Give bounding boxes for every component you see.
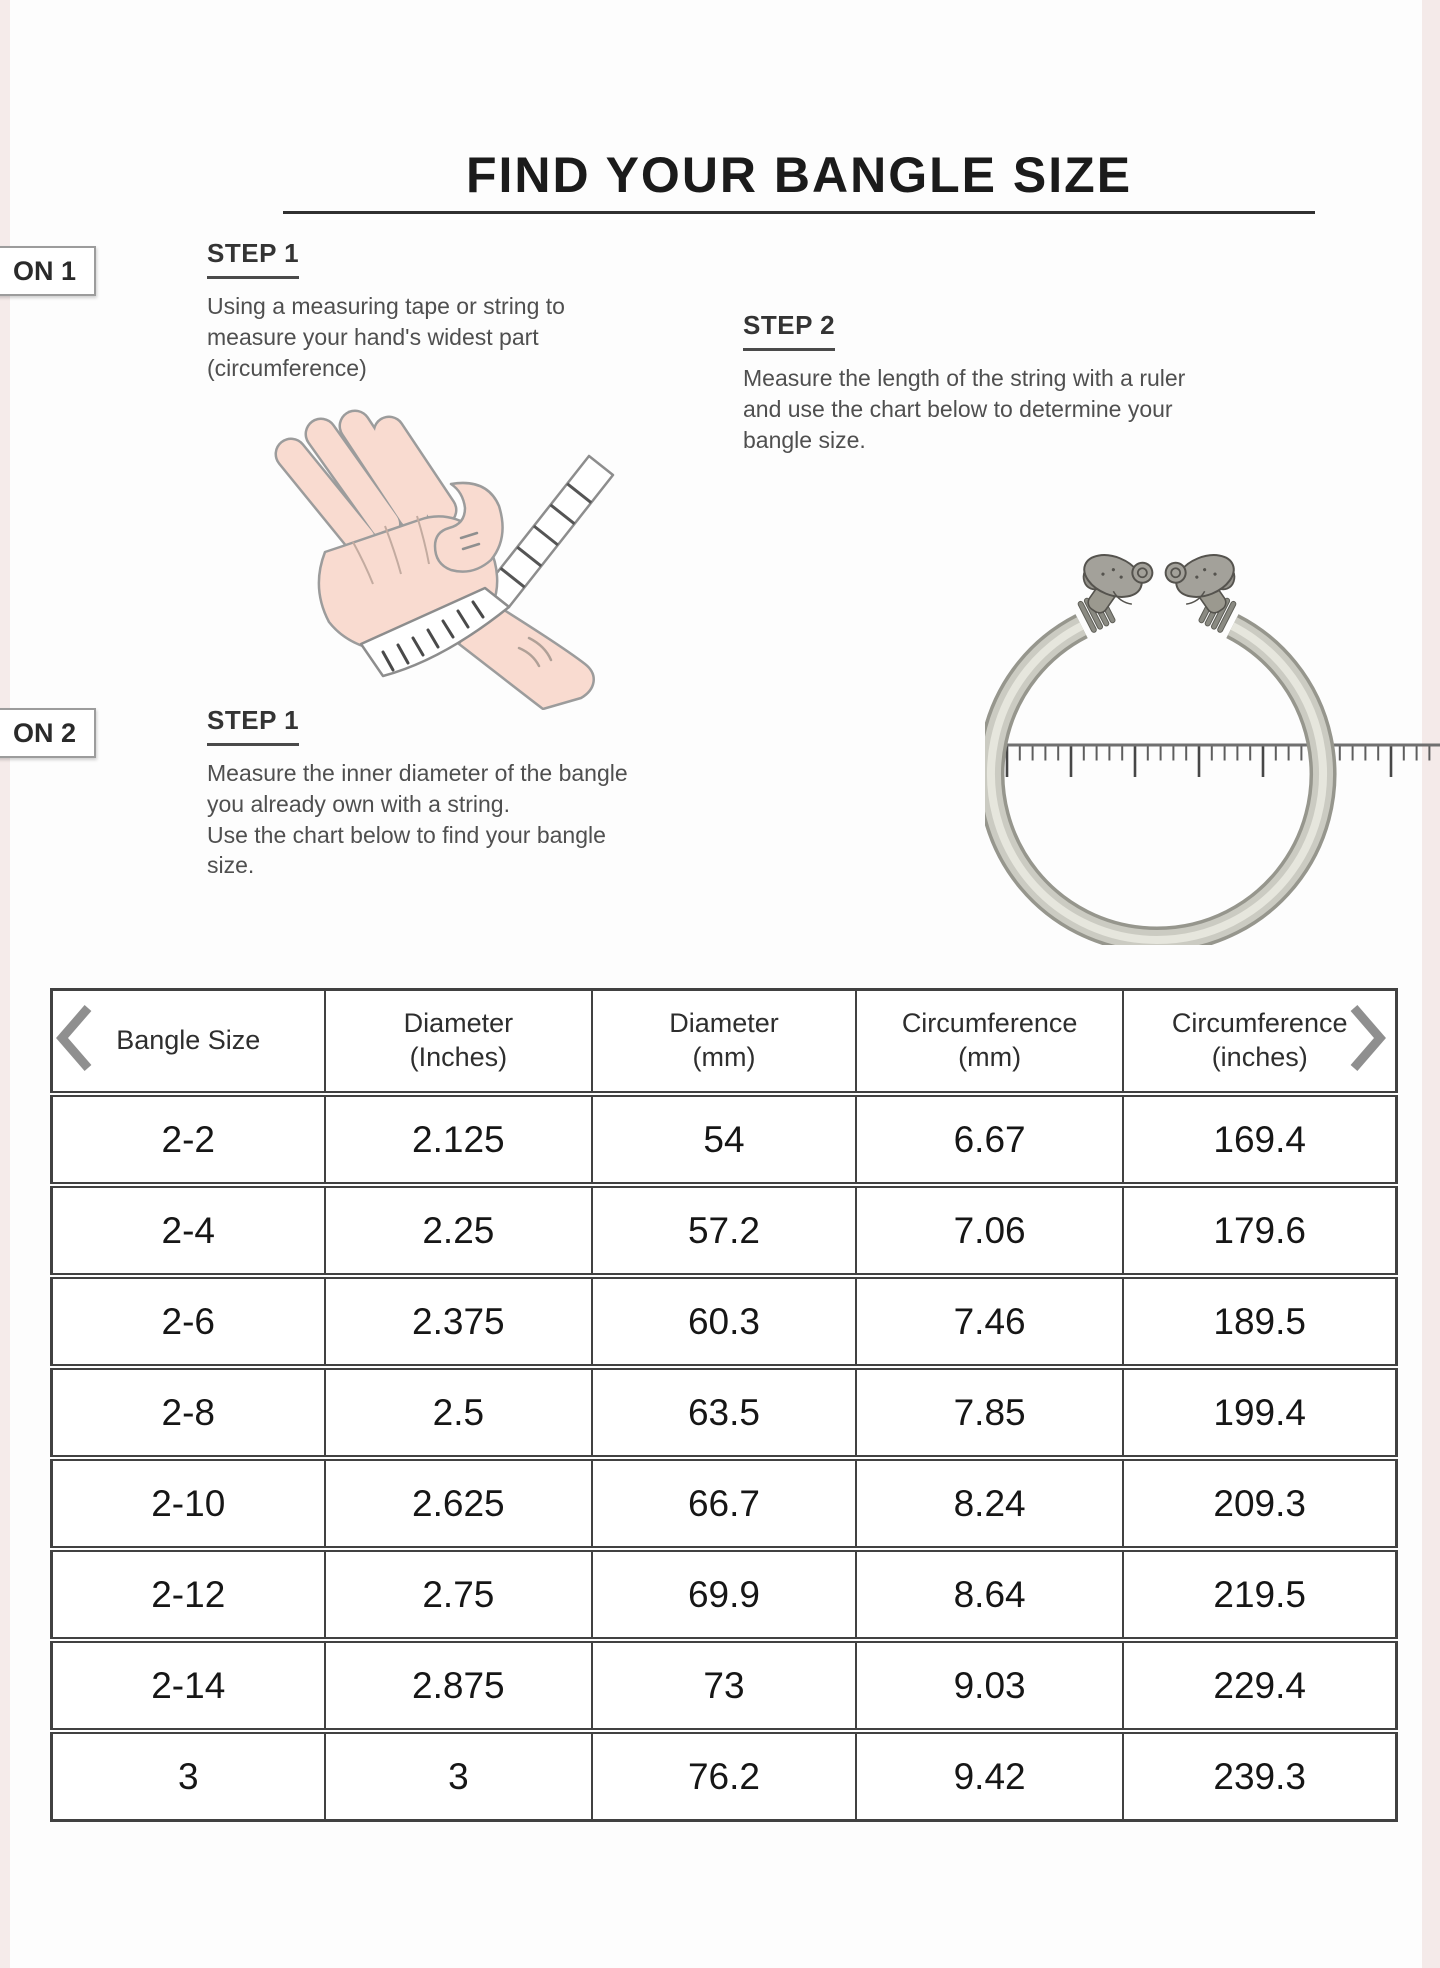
table-cell: 66.7 xyxy=(591,1455,857,1549)
table-cell: 63.5 xyxy=(591,1364,857,1458)
chevron-right-icon[interactable] xyxy=(1346,1002,1390,1074)
option1-step1-section: STEP 1 Using a measuring tape or string … xyxy=(207,238,599,383)
chevron-left-icon[interactable] xyxy=(52,1002,96,1074)
table-row: 3 3 76.2 9.42 239.3 xyxy=(50,1728,1398,1821)
table-cell: 60.3 xyxy=(591,1273,857,1367)
table-cell: 2.75 xyxy=(323,1546,594,1640)
table-cell: 8.64 xyxy=(854,1546,1125,1640)
table-row: 2-12 2.75 69.9 8.64 219.5 xyxy=(50,1546,1398,1640)
table-cell: 229.4 xyxy=(1122,1637,1398,1731)
table-row: 2-8 2.5 63.5 7.85 199.4 xyxy=(50,1364,1398,1458)
column-header: Bangle Size xyxy=(50,989,326,1097)
size-chart-header: Bangle Size Diameter (Inches) Diameter (mm) C… xyxy=(50,989,1398,1097)
table-cell: 2.125 xyxy=(323,1091,594,1185)
header-row: Bangle Size Diameter (Inches) Diameter (mm) C… xyxy=(50,989,1398,1097)
option1-step2-heading: STEP 2 xyxy=(743,310,836,351)
table-cell: 2-14 xyxy=(50,1637,326,1731)
table-cell: 9.42 xyxy=(854,1728,1125,1821)
table-cell: 9.03 xyxy=(854,1637,1125,1731)
table-row: 2-10 2.625 66.7 8.24 209.3 xyxy=(50,1455,1398,1549)
table-cell: 69.9 xyxy=(591,1546,857,1640)
table-cell: 2-4 xyxy=(50,1182,326,1276)
option2-step1-heading: STEP 1 xyxy=(207,705,300,746)
column-header: Circumference (inches) xyxy=(1122,989,1398,1097)
bangle-on-ruler-icon xyxy=(985,554,1440,945)
option-2-badge: ON 2 xyxy=(0,708,96,758)
option2-step1-section: STEP 1 Measure the inner diameter of the… xyxy=(207,705,652,881)
page-title: FIND YOUR BANGLE SIZE xyxy=(465,147,1133,203)
table-cell: 76.2 xyxy=(591,1728,857,1821)
column-header: Diameter (Inches) xyxy=(323,989,594,1097)
table-cell: 179.6 xyxy=(1122,1182,1398,1276)
table-cell: 2-10 xyxy=(50,1455,326,1549)
table-cell: 7.85 xyxy=(854,1364,1125,1458)
table-row: 2-14 2.875 73 9.03 229.4 xyxy=(50,1637,1398,1731)
table-cell: 57.2 xyxy=(591,1182,857,1276)
table-cell: 239.3 xyxy=(1122,1728,1398,1821)
option-2-badge-label: ON 2 xyxy=(12,717,76,748)
option-1-badge-label: ON 1 xyxy=(12,255,76,286)
table-cell: 169.4 xyxy=(1122,1091,1398,1185)
table-cell: 2.25 xyxy=(323,1182,594,1276)
table-cell: 7.46 xyxy=(854,1273,1125,1367)
table-cell: 2.875 xyxy=(323,1637,594,1731)
table-cell: 2.5 xyxy=(323,1364,594,1458)
option1-step1-heading: STEP 1 xyxy=(207,238,300,279)
table-cell: 8.24 xyxy=(854,1455,1125,1549)
size-chart-body: 2-2 2.125 54 6.67 169.4 2-4 2.25 57.2 7.06 179.6 2… xyxy=(50,1091,1398,1821)
table-cell: 189.5 xyxy=(1122,1273,1398,1367)
title-underline xyxy=(283,211,1315,214)
table-cell: 2-6 xyxy=(50,1273,326,1367)
hand-measuring-tape-icon xyxy=(274,409,615,710)
table-cell: 2-8 xyxy=(50,1364,326,1458)
table-cell: 2-12 xyxy=(50,1546,326,1640)
column-header: Circumference (mm) xyxy=(854,989,1125,1097)
table-cell: 73 xyxy=(591,1637,857,1731)
table-row: 2-6 2.375 60.3 7.46 189.5 xyxy=(50,1273,1398,1367)
option1-step2-section: STEP 2 Measure the length of the string … xyxy=(743,310,1221,455)
table-cell: 199.4 xyxy=(1122,1364,1398,1458)
table-cell: 209.3 xyxy=(1122,1455,1398,1549)
table-cell: 2.375 xyxy=(323,1273,594,1367)
table-row: 2-2 2.125 54 6.67 169.4 xyxy=(50,1091,1398,1185)
option1-step1-text: Using a measuring tape or string to meas… xyxy=(207,293,565,381)
option1-step2-text: Measure the length of the string with a … xyxy=(743,365,1186,453)
table-cell: 219.5 xyxy=(1122,1546,1398,1640)
table-cell: 2.625 xyxy=(323,1455,594,1549)
size-chart-table: Bangle Size Diameter (Inches) Diameter (mm) C… xyxy=(50,988,1398,1822)
option-1-badge: ON 1 xyxy=(0,246,96,296)
page-edge-left xyxy=(0,0,10,1968)
table-cell: 2-2 xyxy=(50,1091,326,1185)
table-cell: 6.67 xyxy=(854,1091,1125,1185)
table-cell: 3 xyxy=(323,1728,594,1821)
column-header: Diameter (mm) xyxy=(591,989,857,1097)
table-cell: 7.06 xyxy=(854,1182,1125,1276)
table-row: 2-4 2.25 57.2 7.06 179.6 xyxy=(50,1182,1398,1276)
table-cell: 54 xyxy=(591,1091,857,1185)
table-cell: 3 xyxy=(50,1728,326,1821)
option2-step1-text: Measure the inner diameter of the bangle… xyxy=(207,760,628,879)
page-edge-right xyxy=(1422,0,1440,1968)
